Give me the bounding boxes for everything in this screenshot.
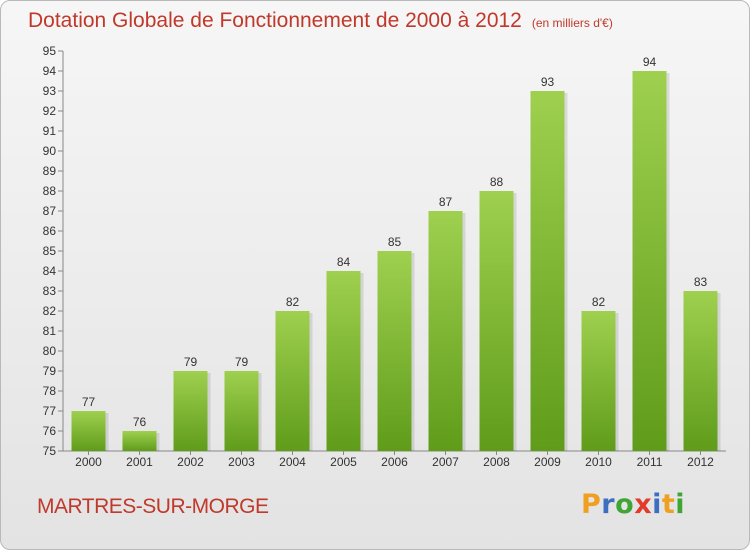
y-tick-label: 77 [43, 404, 57, 418]
y-tick-label: 92 [43, 104, 57, 118]
value-label: 94 [643, 55, 657, 69]
value-label: 76 [133, 415, 147, 429]
logo-letter: t [661, 489, 676, 520]
bar-2010 [581, 311, 616, 451]
chart-title-main: Dotation Globale de Fonctionnement de 20… [28, 9, 522, 32]
value-label: 79 [235, 355, 249, 369]
y-tick-label: 81 [43, 324, 57, 338]
logo-letter: i [652, 489, 662, 520]
logo-letter: i [675, 489, 686, 520]
chart-subtitle: (en milliers d'€) [531, 16, 613, 30]
x-tick-label: 2007 [432, 455, 459, 469]
x-tick-label: 2003 [228, 455, 255, 469]
logo-letter: x [634, 489, 653, 520]
x-tick-label: 2002 [177, 455, 204, 469]
chart-title: Dotation Globale de Fonctionnement de 20… [28, 9, 613, 33]
y-tick-label: 87 [43, 204, 57, 218]
y-tick-label: 88 [43, 184, 57, 198]
x-tick-label: 2001 [126, 455, 153, 469]
value-label: 88 [490, 175, 504, 189]
bar-2005 [326, 271, 361, 451]
value-label: 83 [694, 275, 708, 289]
x-tick-label: 2010 [585, 455, 612, 469]
y-tick-label: 79 [43, 364, 57, 378]
y-tick-label: 84 [43, 264, 57, 278]
value-label: 85 [388, 235, 402, 249]
x-tick-label: 2000 [75, 455, 102, 469]
value-label: 79 [184, 355, 198, 369]
x-tick-label: 2011 [637, 455, 663, 469]
logo-letter: P [581, 489, 602, 520]
y-tick-label: 80 [43, 344, 57, 358]
y-tick-label: 83 [43, 284, 57, 298]
commune-name: MARTRES-SUR-MORGE [37, 495, 269, 518]
proxiti-logo: Proxiti [581, 489, 685, 520]
logo-letter: o [615, 489, 635, 520]
value-label: 87 [439, 195, 453, 209]
value-label: 82 [592, 295, 606, 309]
y-tick-label: 76 [43, 424, 57, 438]
bar-2008 [479, 191, 514, 451]
value-label: 82 [286, 295, 300, 309]
value-label: 77 [82, 395, 96, 409]
y-tick-label: 95 [43, 44, 57, 58]
value-label: 84 [337, 255, 351, 269]
y-tick-label: 75 [43, 444, 57, 458]
x-tick-label: 2008 [483, 455, 510, 469]
bar-2011 [632, 71, 667, 451]
bar-2001 [122, 431, 157, 451]
x-tick-label: 2004 [279, 455, 306, 469]
y-tick-label: 78 [43, 384, 57, 398]
value-label: 93 [541, 75, 555, 89]
x-axis: 2000 2001 2002 2003 2004 2005 2006 2007 2008 2009… [63, 450, 726, 469]
y-tick-label: 85 [43, 244, 57, 258]
bar-2006 [377, 251, 412, 451]
x-tick-label: 2006 [381, 455, 408, 469]
x-tick-label: 2009 [534, 455, 561, 469]
bar-2000 [71, 411, 106, 451]
y-axis: 75 76 77 78 79 80 81 82 83 84 85 86 87 88 89 90 91 92 93 94… [43, 44, 64, 458]
y-tick-label: 90 [43, 144, 57, 158]
bar-2012 [683, 291, 718, 451]
value-labels: 77 76 79 79 82 84 85 87 88 93 82 94 83 [82, 55, 708, 429]
bar-2007 [428, 211, 463, 451]
x-tick-label: 2005 [330, 455, 357, 469]
y-tick-label: 86 [43, 224, 57, 238]
y-tick-label: 93 [43, 84, 57, 98]
logo-letter: r [601, 489, 616, 520]
bars [71, 71, 721, 451]
bar-2003 [224, 371, 259, 451]
y-tick-label: 82 [43, 304, 57, 318]
bar-2009 [530, 91, 565, 451]
y-tick-label: 91 [43, 124, 57, 138]
bar-2004 [275, 311, 310, 451]
bar-2002 [173, 371, 208, 451]
x-tick-label: 2012 [687, 455, 714, 469]
y-tick-label: 89 [43, 164, 57, 178]
y-tick-label: 94 [43, 64, 57, 78]
